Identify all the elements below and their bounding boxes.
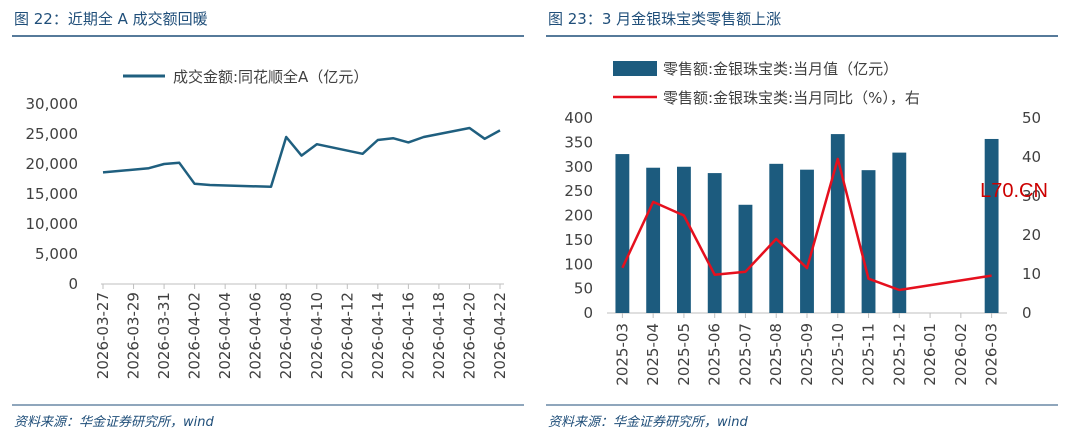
- right-y-right-tick-label: 0: [1022, 304, 1032, 322]
- left-x-tick-label: 2026-04-04: [216, 292, 234, 379]
- right-y-right-tick-label: 40: [1022, 148, 1041, 166]
- right-x-tick-label: 2026-01: [921, 323, 939, 386]
- right-bar: [892, 152, 907, 313]
- right-bar: [707, 173, 722, 313]
- right-x-axis: 2025-03 2025-04 2025-05 2025-06 2025-07 2025-…: [607, 312, 1007, 386]
- left-x-tick-label: 2026-03-29: [125, 292, 143, 379]
- left-panel: 图 22：近期全 A 成交额回暖 成交金额:同花顺全A（亿元） 0 5,000 10…: [12, 10, 524, 430]
- right-bar: [738, 204, 753, 313]
- left-x-tick-label: 2026-04-14: [369, 292, 387, 379]
- right-y-left-tick-label: 400: [564, 109, 593, 127]
- right-x-tick-label: 2026-03: [983, 323, 1001, 386]
- left-x-tick-label: 2026-04-16: [399, 292, 417, 379]
- right-bar: [615, 154, 630, 313]
- left-y-tick-label: 30,000: [26, 95, 79, 113]
- left-x-tick-label: 2026-04-22: [491, 292, 509, 379]
- left-plot-area: [102, 126, 501, 189]
- right-y-right-tick-label: 30: [1022, 187, 1041, 205]
- right-x-tick-label: 2025-09: [798, 323, 816, 386]
- right-y-left-tick-label: 0: [583, 304, 593, 322]
- watermark: L70.CN: [980, 180, 1048, 202]
- left-x-tick-label: 2026-03-31: [155, 292, 173, 379]
- right-figure-title: 图 23：3 月金银珠宝类零售额上涨: [548, 10, 781, 28]
- right-y-left-tick-label: 150: [564, 231, 593, 249]
- left-figure-title: 图 22：近期全 A 成交额回暖: [14, 10, 208, 28]
- left-legend-label: 成交金额:同花顺全A（亿元）: [173, 68, 368, 86]
- right-x-tick-label: 2026-02: [952, 323, 970, 386]
- left-y-tick-label: 25,000: [26, 125, 79, 143]
- right-y-right-tick-label: 10: [1022, 265, 1041, 283]
- right-x-tick-label: 2025-05: [675, 323, 693, 386]
- left-y-axis: 0 5,000 10,000 15,000 20,000 25,000 30,000: [26, 95, 504, 293]
- left-x-tick-label: 2026-04-12: [338, 292, 356, 379]
- right-y-axis-right: 0 10 20 30 40 50: [1022, 109, 1041, 322]
- right-bar: [677, 166, 691, 313]
- right-panel: 图 23：3 月金银珠宝类零售额上涨 零售额:金银珠宝类:当月值（亿元） 零售额…: [546, 10, 1058, 430]
- left-x-tick-label: 2026-04-06: [247, 292, 265, 379]
- right-legend: 零售额:金银珠宝类:当月值（亿元） 零售额:金银珠宝类:当月同比（%），右: [613, 60, 920, 107]
- right-bar: [646, 167, 661, 313]
- right-bar: [830, 134, 845, 313]
- left-x-tick-label: 2026-03-27: [94, 292, 112, 379]
- right-y-left-tick-label: 350: [564, 133, 593, 151]
- right-x-tick-label: 2025-10: [829, 323, 847, 386]
- right-y-right-tick-label: 20: [1022, 226, 1041, 244]
- right-line-series: [621, 157, 992, 292]
- left-y-tick-label: 0: [68, 275, 78, 293]
- right-bar: [800, 169, 814, 313]
- right-x-tick-label: 2025-07: [736, 323, 754, 386]
- right-bar: [984, 138, 999, 313]
- right-legend-line-label: 零售额:金银珠宝类:当月同比（%），右: [663, 89, 920, 107]
- left-legend: 成交金额:同花顺全A（亿元）: [123, 68, 368, 86]
- left-y-tick-label: 15,000: [26, 185, 79, 203]
- left-series-line: [102, 126, 501, 189]
- right-bars: [615, 134, 999, 313]
- right-x-tick-label: 2025-06: [706, 323, 724, 386]
- left-x-axis: 2026-03-27 2026-03-29 2026-03-31 2026-04-02…: [94, 284, 509, 379]
- right-x-tick-label: 2025-12: [890, 323, 908, 386]
- left-x-tick-label: 2026-04-20: [460, 292, 478, 379]
- right-x-tick-label: 2025-08: [767, 323, 785, 386]
- left-y-tick-label: 10,000: [26, 215, 79, 233]
- right-series-line: [621, 157, 992, 292]
- right-x-tick-label: 2025-11: [860, 323, 878, 386]
- left-y-tick-label: 5,000: [35, 245, 78, 263]
- right-x-tick-label: 2025-03: [613, 323, 631, 386]
- right-y-left-tick-label: 200: [564, 207, 593, 225]
- right-y-left-tick-label: 300: [564, 158, 593, 176]
- right-legend-bar-swatch: [613, 61, 657, 76]
- left-x-tick-label: 2026-04-18: [430, 292, 448, 379]
- right-y-left-tick-label: 250: [564, 182, 593, 200]
- right-y-left-tick-label: 50: [574, 280, 593, 298]
- right-bar: [861, 170, 876, 313]
- right-y-left-tick-label: 100: [564, 255, 593, 273]
- left-x-tick-label: 2026-04-10: [308, 292, 326, 379]
- left-source: 资料来源：华金证券研究所，wind: [14, 414, 214, 430]
- left-x-tick-label: 2026-04-08: [277, 292, 295, 379]
- right-y-right-tick-label: 50: [1022, 109, 1041, 127]
- left-y-tick-label: 20,000: [26, 155, 79, 173]
- right-source: 资料来源：华金证券研究所，wind: [548, 414, 748, 430]
- right-x-tick-label: 2025-04: [644, 323, 662, 386]
- right-legend-bar-label: 零售额:金银珠宝类:当月值（亿元）: [663, 60, 898, 78]
- right-y-axis-left: 0 50 100 150 200 250 300 350 400: [564, 109, 593, 322]
- left-x-tick-label: 2026-04-02: [186, 292, 204, 379]
